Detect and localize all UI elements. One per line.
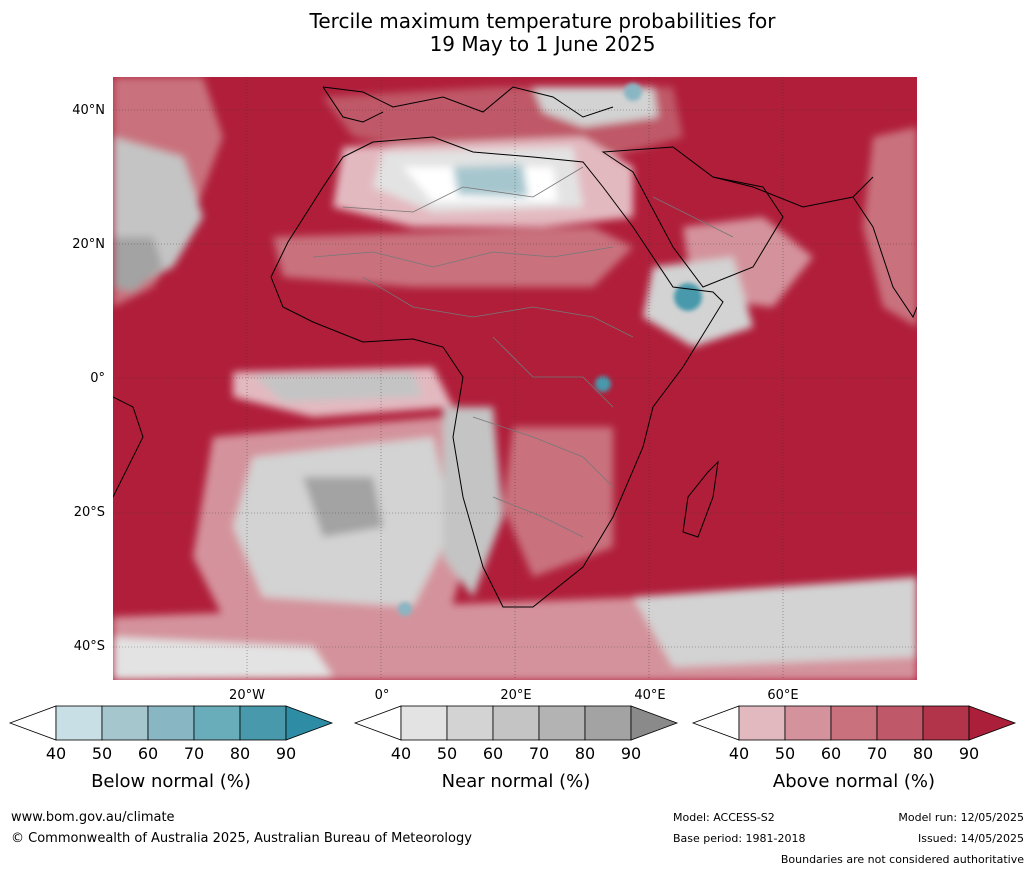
footer-base-period: Base period: 1981-2018 <box>673 832 806 845</box>
cb2-tick-60: 60 <box>820 744 842 763</box>
footer-website: www.bom.gov.au/climate <box>11 810 175 825</box>
colorbar-above-label: Above normal (%) <box>772 771 936 792</box>
borders <box>312 166 734 538</box>
colorbar-swatch-4 <box>193 705 241 741</box>
lon-label-20w: 20°W <box>229 688 265 703</box>
colorbar-extend-high <box>285 705 334 741</box>
colorbar-swatch-5 <box>584 705 632 741</box>
cb2-tick-50: 50 <box>774 744 796 763</box>
colorbar-swatch-5 <box>239 705 287 741</box>
colorbar-swatch-1 <box>55 705 103 741</box>
coast-madagascar <box>682 460 719 538</box>
cb2-tick-80: 80 <box>912 744 934 763</box>
coast-europe <box>322 86 614 118</box>
colorbar-swatch-4 <box>876 705 924 741</box>
coast-south-america <box>113 396 144 498</box>
lon-label-60e: 60°E <box>767 688 799 703</box>
colorbar-below-swatches <box>8 705 334 741</box>
cb1-tick-50: 50 <box>436 744 458 763</box>
shade-southern-ocean-grey <box>633 577 917 667</box>
coast-africa <box>270 136 724 608</box>
colorbar-swatch-3 <box>830 705 878 741</box>
cb1-tick-40: 40 <box>390 744 412 763</box>
shade-north-atlantic-dark <box>113 237 163 292</box>
colorbar-swatch-2 <box>446 705 494 741</box>
lat-label-20n: 20°N <box>72 237 105 252</box>
lat-label-40n: 40°N <box>72 103 105 118</box>
lon-label-20e: 20°E <box>500 688 532 703</box>
cb1-tick-70: 70 <box>528 744 550 763</box>
lat-label-0: 0° <box>90 371 105 386</box>
colorbar-swatch-4 <box>538 705 586 741</box>
coast-arabia <box>601 146 784 288</box>
colorbar-swatch-1 <box>400 705 448 741</box>
shade-southern-ocean-grey-2 <box>113 637 333 680</box>
cb2-tick-40: 40 <box>728 744 750 763</box>
colorbar-extend-low <box>691 705 740 741</box>
blue-spot-lake-victoria <box>595 376 611 392</box>
coastlines <box>113 86 917 608</box>
cb1-tick-90: 90 <box>620 744 642 763</box>
colorbar-extend-low <box>353 705 402 741</box>
colorbar-near-label: Near normal (%) <box>441 771 591 792</box>
lon-label-40e: 40°E <box>634 688 666 703</box>
colorbar-swatch-5 <box>922 705 970 741</box>
coast-iberia <box>322 86 384 123</box>
forecast-map <box>113 77 917 680</box>
colorbar-above-normal: 40 50 60 70 80 90 Above normal (%) <box>691 705 1017 805</box>
title-line-2: 19 May to 1 June 2025 <box>429 32 656 56</box>
colorbar-swatch-3 <box>147 705 195 741</box>
cb0-tick-60: 60 <box>137 744 159 763</box>
footer-model-run: Model run: 12/05/2025 <box>898 811 1024 824</box>
map-title: Tercile maximum temperature probabilitie… <box>0 10 1035 56</box>
cb1-tick-60: 60 <box>482 744 504 763</box>
shade-namibia <box>443 407 503 597</box>
footer-disclaimer: Boundaries are not considered authoritat… <box>780 853 1024 866</box>
colorbar-extend-high <box>968 705 1017 741</box>
colorbar-swatch-1 <box>738 705 786 741</box>
lon-label-0: 0° <box>374 688 390 703</box>
shade-sahara-blue <box>453 165 528 197</box>
shade-southern-africa <box>503 427 613 577</box>
lat-label-40s: 40°S <box>73 639 105 654</box>
cb0-tick-90: 90 <box>275 744 297 763</box>
cb0-tick-80: 80 <box>229 744 251 763</box>
cb0-tick-50: 50 <box>91 744 113 763</box>
graticule <box>113 77 917 680</box>
coast-india <box>852 196 917 319</box>
shade-south-atlantic-dark <box>303 477 383 537</box>
shade-sahel <box>273 227 633 287</box>
coast-iran <box>712 176 874 208</box>
blue-spot-caspian <box>624 83 642 101</box>
title-line-1: Tercile maximum temperature probabilitie… <box>309 9 776 33</box>
footer-model: Model: ACCESS-S2 <box>673 811 775 824</box>
shade-eq-atlantic-grey <box>253 372 423 402</box>
colorbar-swatch-2 <box>784 705 832 741</box>
colorbar-swatch-3 <box>492 705 540 741</box>
colorbar-below-normal: 40 50 60 70 80 90 Below normal (%) <box>8 705 334 805</box>
cb2-tick-90: 90 <box>958 744 980 763</box>
shade-india <box>863 127 917 327</box>
cb0-tick-70: 70 <box>183 744 205 763</box>
footer-copyright: © Commonwealth of Australia 2025, Austra… <box>11 831 472 846</box>
cb2-tick-70: 70 <box>866 744 888 763</box>
footer-issued: Issued: 14/05/2025 <box>917 832 1024 845</box>
colorbar-near-swatches <box>353 705 679 741</box>
lat-label-20s: 20°S <box>73 505 105 520</box>
blue-spot-south-atlantic <box>398 602 412 616</box>
colorbar-swatch-2 <box>101 705 149 741</box>
colorbar-below-label: Below normal (%) <box>91 771 251 792</box>
cb1-tick-80: 80 <box>574 744 596 763</box>
colorbar-above-swatches <box>691 705 1017 741</box>
colorbar-near-normal: 40 50 60 70 80 90 Near normal (%) <box>353 705 679 805</box>
colorbar-extend-high <box>630 705 679 741</box>
colorbar-extend-low <box>8 705 57 741</box>
cb0-tick-40: 40 <box>45 744 67 763</box>
